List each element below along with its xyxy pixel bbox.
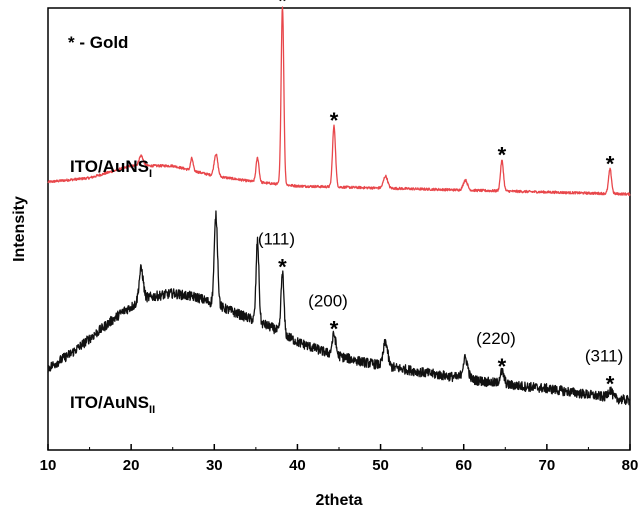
gold-marker: * — [330, 317, 339, 342]
gold-marker: * — [498, 354, 507, 379]
gold-marker: * — [606, 372, 615, 397]
x-tick-label: 60 — [455, 457, 472, 474]
x-ticks: 10 20 30 40 50 60 70 80 — [40, 444, 639, 474]
x-tick-label: 30 — [206, 457, 223, 474]
gold-marker: * — [330, 108, 339, 133]
annotations-layer: * * * * * * * * (111) (200) (220) (311) — [258, 0, 623, 397]
series-line-2 — [47, 210, 631, 406]
x-axis-title: 2theta — [315, 492, 362, 509]
series-line-1 — [47, 6, 631, 196]
gold-legend-note: * - Gold — [68, 33, 128, 52]
series-label-1: ITO/AuNSI — [70, 157, 152, 180]
x-tick-label: 40 — [289, 457, 306, 474]
series-label-2: ITO/AuNSII — [70, 393, 155, 416]
miller-index-label: (200) — [308, 292, 348, 311]
gold-marker: * — [278, 255, 287, 280]
series-layer — [47, 6, 631, 406]
gold-marker: * — [278, 0, 287, 13]
x-tick-label: 70 — [539, 457, 556, 474]
x-tick-label: 20 — [123, 457, 140, 474]
x-tick-label: 50 — [372, 457, 389, 474]
gold-marker: * — [498, 143, 507, 168]
x-tick-label: 80 — [622, 457, 639, 474]
x-tick-label: 10 — [40, 457, 57, 474]
miller-index-label: (220) — [476, 329, 516, 348]
gold-marker: * — [606, 151, 615, 176]
y-axis-title: Intensity — [11, 196, 28, 262]
miller-index-label: (311) — [585, 347, 623, 366]
plot-frame — [47, 7, 631, 451]
series-labels-layer: ITO/AuNSI ITO/AuNSII — [70, 157, 155, 416]
miller-index-label: (111) — [258, 230, 295, 249]
